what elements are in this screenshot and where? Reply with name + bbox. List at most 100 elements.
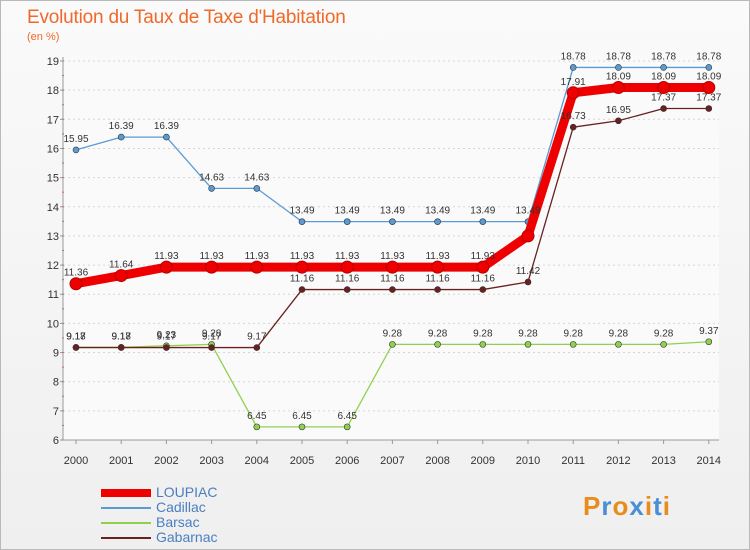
- data-label: 13.49: [425, 206, 450, 217]
- data-point-cadillac: [72, 146, 80, 154]
- data-point-gabarnac: [569, 123, 577, 131]
- data-point-cadillac: [479, 218, 487, 225]
- data-label: 6.45: [292, 411, 312, 422]
- data-point-loupiac: [702, 81, 716, 95]
- data-label: 17.37: [696, 93, 721, 104]
- y-tick-label: 14: [47, 202, 59, 214]
- data-label: 11.36: [64, 268, 89, 279]
- data-label: 17.91: [561, 77, 586, 88]
- x-tick-label: 2003: [199, 455, 223, 467]
- data-point-cadillac: [298, 218, 306, 225]
- legend-label: Barsac: [156, 514, 200, 530]
- plot-area: [63, 57, 719, 440]
- data-point-loupiac: [340, 260, 354, 274]
- data-point-gabarnac: [72, 344, 80, 351]
- data-label: 9.23: [157, 330, 177, 341]
- data-point-loupiac: [566, 86, 580, 100]
- data-label: 11.93: [245, 251, 270, 262]
- data-label: 11.93: [290, 251, 315, 262]
- y-tick-label: 9: [53, 348, 59, 360]
- logo-letter: i: [662, 491, 671, 521]
- y-tick-label: 12: [47, 260, 59, 272]
- data-point-loupiac: [250, 260, 264, 274]
- data-label: 9.28: [428, 328, 448, 339]
- legend-swatch: [101, 507, 151, 509]
- y-tick-label: 10: [47, 318, 59, 330]
- data-label: 9.28: [383, 328, 403, 339]
- data-label: 13.49: [335, 206, 360, 217]
- data-label: 15.95: [63, 134, 88, 145]
- data-label: 9.28: [609, 328, 629, 339]
- legend-label: Gabarnac: [156, 529, 218, 545]
- data-label: 6.45: [337, 411, 357, 422]
- data-label: 11.64: [109, 260, 134, 271]
- data-point-cadillac: [615, 64, 622, 71]
- x-tick-label: 2008: [425, 455, 449, 467]
- data-point-gabarnac: [208, 344, 215, 351]
- data-point-gabarnac: [434, 286, 441, 293]
- x-tick-label: 2013: [651, 455, 675, 467]
- data-label: 13.49: [380, 206, 405, 217]
- data-label: 14.63: [244, 172, 269, 183]
- data-point-cadillac: [569, 64, 577, 71]
- x-tick-label: 2009: [471, 455, 495, 467]
- data-point-cadillac: [208, 185, 215, 192]
- data-point-cadillac: [343, 218, 351, 225]
- data-label: 9.28: [518, 328, 538, 339]
- data-label: 11.93: [471, 251, 496, 262]
- x-tick-label: 2011: [561, 455, 585, 467]
- data-label: 11.42: [516, 266, 541, 277]
- legend-swatch: [101, 537, 151, 539]
- data-point-loupiac: [69, 277, 83, 291]
- data-point-gabarnac: [660, 105, 667, 112]
- data-point-loupiac: [611, 81, 625, 95]
- x-tick-label: 2000: [64, 455, 88, 467]
- data-point-loupiac: [385, 260, 399, 274]
- data-label: 11.93: [425, 251, 450, 262]
- data-label: 14.63: [199, 172, 224, 183]
- data-point-gabarnac: [705, 105, 713, 112]
- data-label: 11.16: [335, 274, 360, 285]
- x-tick-label: 2014: [697, 455, 721, 467]
- data-point-barsac: [479, 341, 487, 348]
- logo-letter: r: [601, 491, 613, 521]
- x-tick-label: 2007: [380, 455, 404, 467]
- legend-item-barsac: Barsac: [101, 514, 321, 530]
- data-point-gabarnac: [163, 344, 170, 351]
- data-point-gabarnac: [298, 286, 306, 293]
- data-label: 16.95: [606, 105, 631, 116]
- data-label: 11.16: [471, 274, 496, 285]
- data-label: 16.73: [561, 111, 586, 122]
- data-point-cadillac: [163, 133, 170, 141]
- y-tick-label: 17: [47, 114, 59, 126]
- data-label: 16.39: [154, 121, 179, 132]
- data-point-cadillac: [434, 218, 441, 225]
- legend-label: LOUPIAC: [156, 484, 218, 500]
- legend-item-gabarnac: Gabarnac: [101, 529, 321, 545]
- data-point-barsac: [524, 341, 532, 348]
- data-label: 18.78: [651, 51, 676, 62]
- data-point-gabarnac: [524, 278, 532, 286]
- data-label: 13.49: [289, 206, 314, 217]
- data-label: 11.16: [425, 274, 450, 285]
- data-point-barsac: [298, 423, 306, 431]
- data-label: 9.17: [202, 332, 222, 343]
- chart-title: Evolution du Taux de Taxe d'Habitation: [27, 7, 346, 28]
- grid-layer: [63, 57, 719, 441]
- data-point-cadillac: [660, 64, 667, 71]
- data-label: 13.49: [515, 206, 540, 217]
- data-point-barsac: [389, 341, 396, 348]
- data-point-cadillac: [389, 218, 396, 225]
- x-tick-label: 2012: [606, 455, 630, 467]
- y-tick-label: 11: [48, 289, 59, 301]
- data-label: 18.09: [651, 72, 676, 83]
- logo-letter: t: [653, 491, 663, 521]
- data-label: 9.28: [473, 328, 493, 339]
- y-tick-label: 6: [53, 435, 59, 447]
- data-label: 11.16: [380, 274, 405, 285]
- x-tick-label: 2002: [154, 455, 178, 467]
- y-tick-label: 19: [47, 56, 59, 68]
- y-tick-label: 8: [53, 377, 59, 389]
- legend-swatch: [101, 489, 151, 497]
- data-point-loupiac: [431, 260, 445, 274]
